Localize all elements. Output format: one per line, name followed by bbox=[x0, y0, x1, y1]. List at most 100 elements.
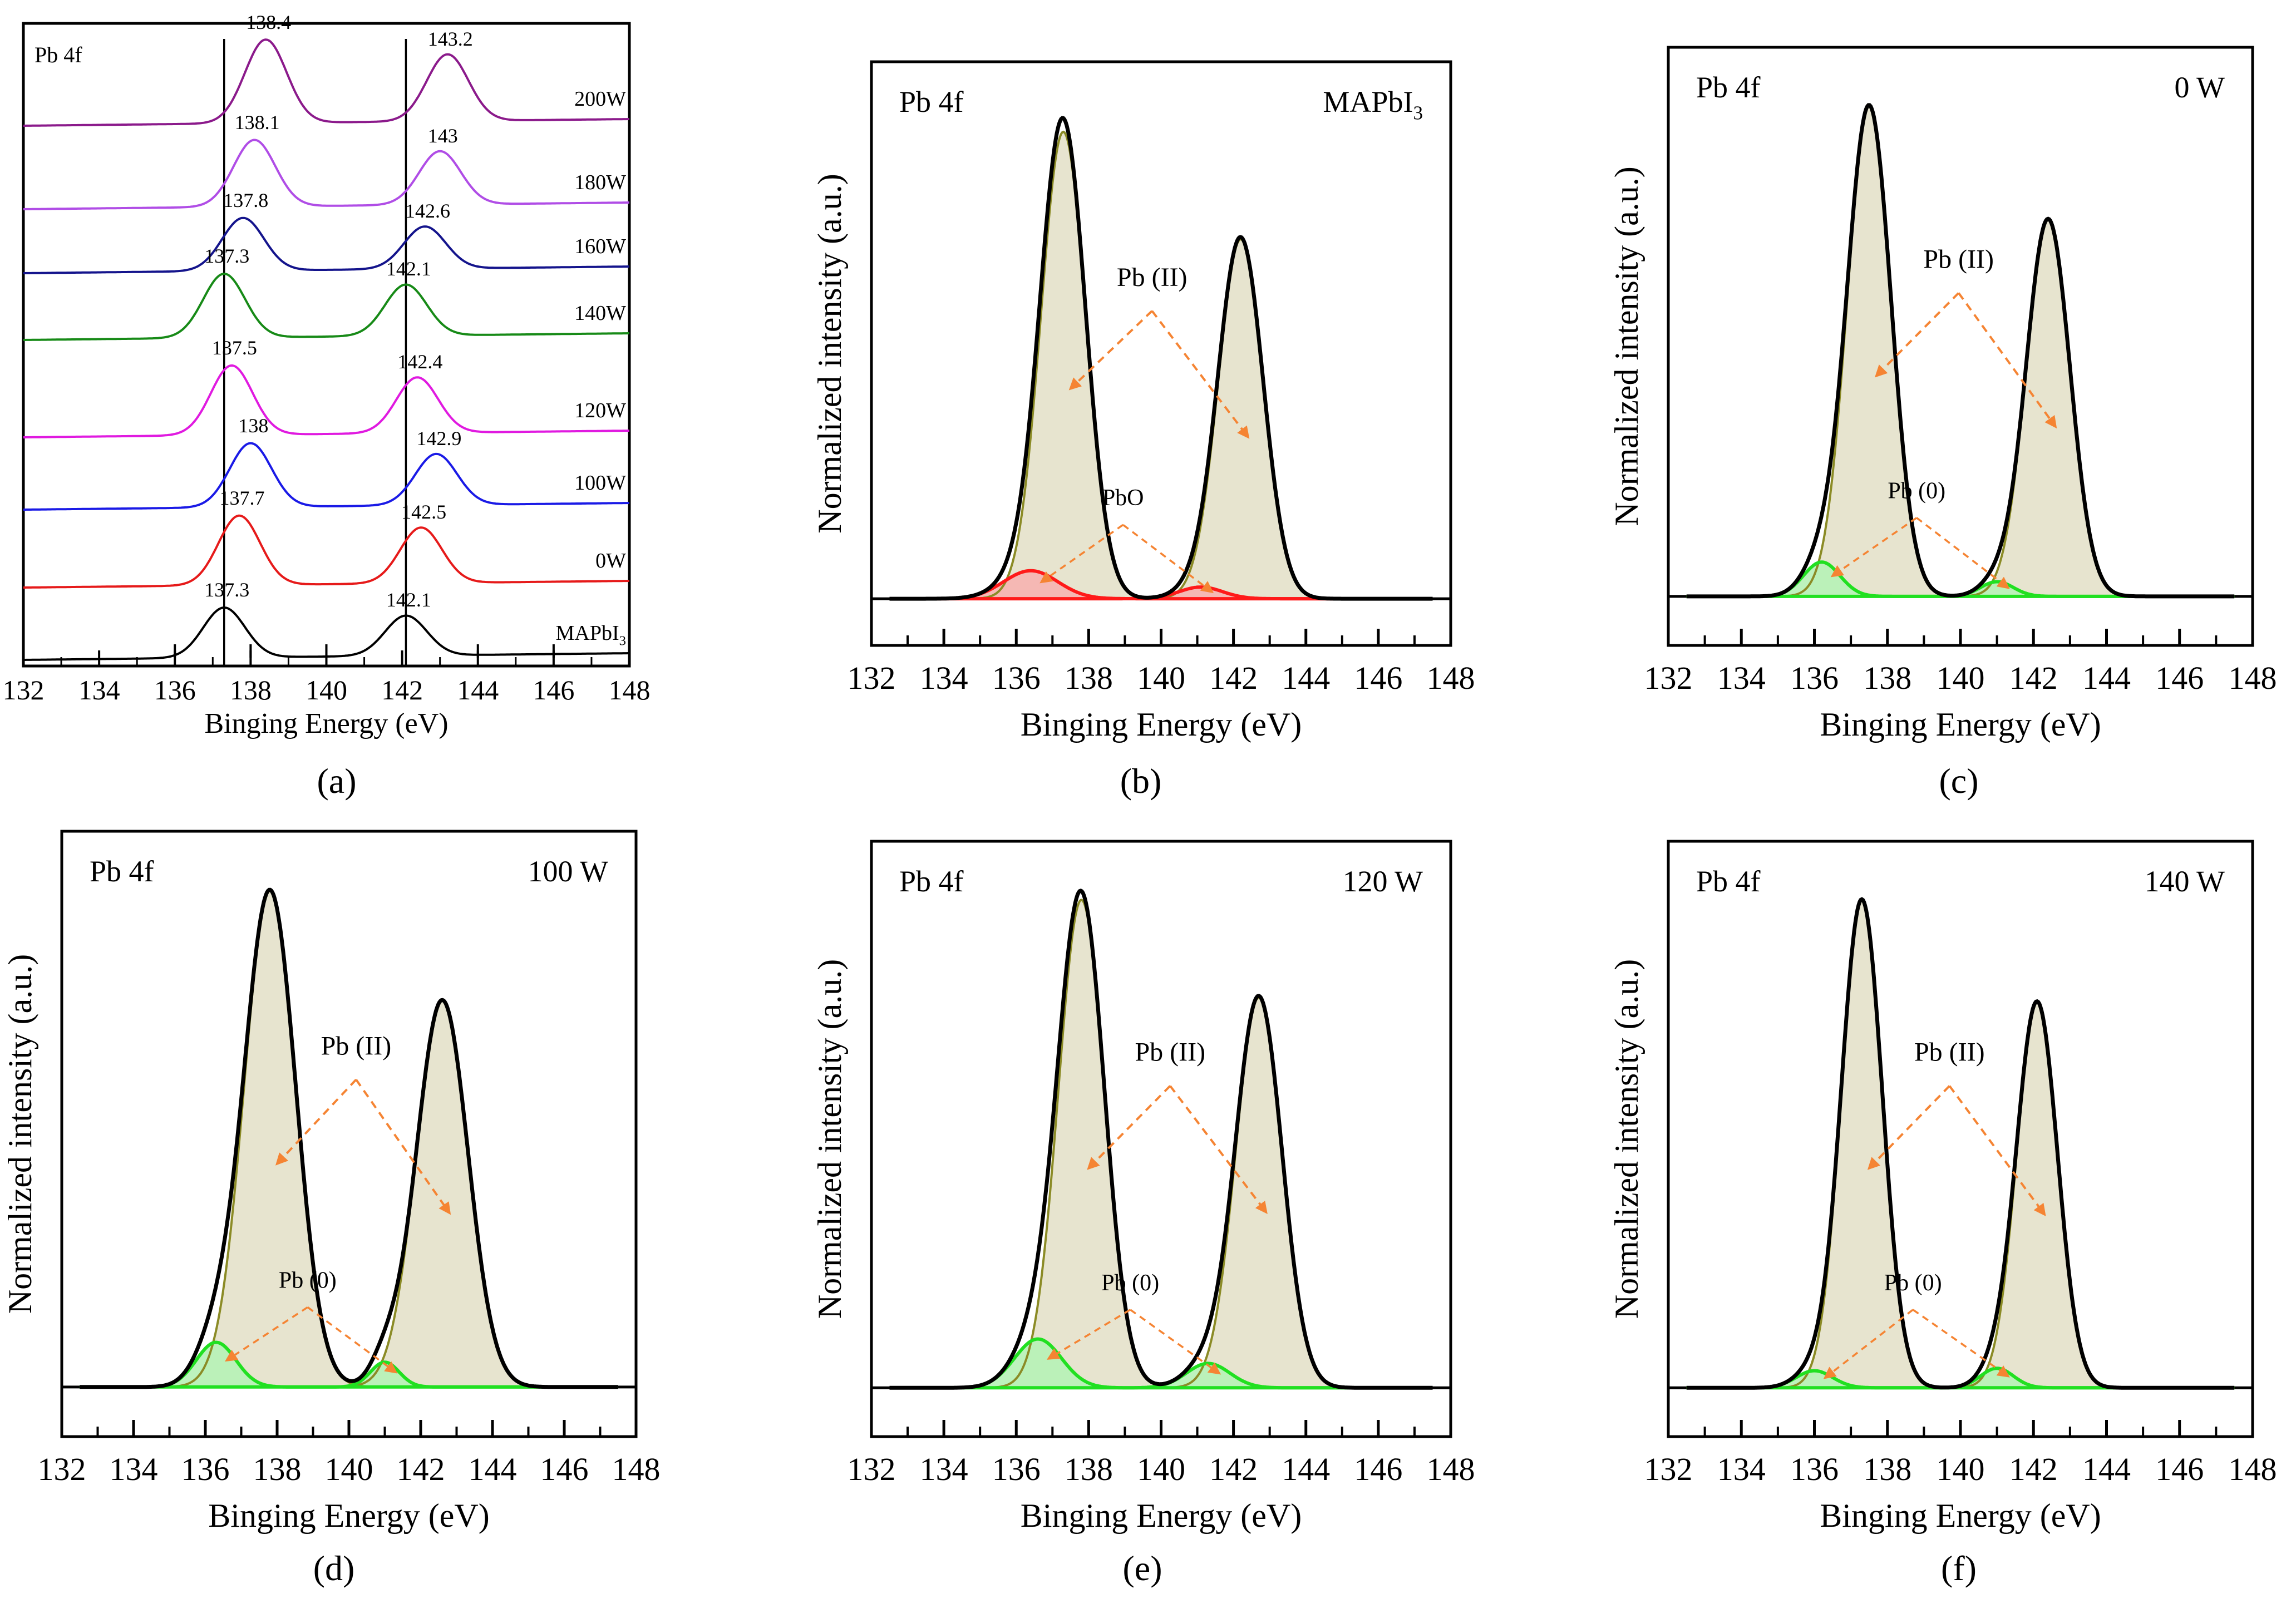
sample-label: 0 W bbox=[2175, 71, 2225, 104]
series-label-140W: 140W bbox=[574, 302, 626, 325]
series-label-100W: 100W bbox=[574, 471, 626, 495]
x-axis-label: Binging Energy (eV) bbox=[1021, 706, 1302, 743]
peak-label: 143 bbox=[428, 125, 458, 147]
peak-label: 142.9 bbox=[416, 427, 461, 450]
x-tick-label: 140 bbox=[1937, 1451, 1985, 1487]
x-tick-label: 146 bbox=[2155, 660, 2204, 696]
minor-label: Pb (0) bbox=[1888, 478, 1945, 504]
x-tick-label: 144 bbox=[2082, 660, 2131, 696]
panel-b: 132 134 136 138 140 142 144 146 148 Binging Energ… bbox=[811, 60, 1475, 801]
pb2-component bbox=[1686, 105, 2235, 598]
x-tick-label: 136 bbox=[992, 1451, 1041, 1487]
minor-arrow bbox=[1916, 517, 2010, 589]
y-axis-label: Normalized intensity (a.u.) bbox=[1608, 959, 1645, 1319]
sample-label: 120 W bbox=[1343, 865, 1423, 898]
panel-e: 132 134 136 138 140 142 144 146 148 Binging Energ… bbox=[811, 840, 1475, 1588]
x-tick-label: 132 bbox=[848, 1451, 896, 1487]
peak-label: 138.4 bbox=[246, 11, 291, 33]
pb2-label: Pb (II) bbox=[321, 1031, 392, 1060]
x-tick-label: 144 bbox=[2082, 1451, 2131, 1487]
x-tick-label: 144 bbox=[1282, 660, 1330, 696]
x-axis-label: Binging Energy (eV) bbox=[204, 708, 448, 739]
pb2-arrow bbox=[355, 1079, 451, 1215]
x-tick-label: 138 bbox=[1863, 660, 1911, 696]
envelope-fit bbox=[889, 116, 1433, 601]
panel-caption: (d) bbox=[313, 1548, 355, 1588]
x-tick-label: 136 bbox=[154, 674, 196, 706]
sample-label: 100 W bbox=[528, 855, 609, 888]
trace-140W bbox=[23, 273, 629, 341]
peak-label: 142.1 bbox=[386, 258, 431, 280]
pb2-label: Pb (II) bbox=[1923, 245, 1994, 274]
y-axis-label: Normalized intensity (a.u.) bbox=[811, 174, 848, 533]
minor-arrow bbox=[1130, 1309, 1221, 1375]
sample-label: 140 W bbox=[2145, 865, 2225, 898]
x-tick-label: 148 bbox=[2229, 660, 2277, 696]
x-tick-label: 140 bbox=[1137, 1451, 1185, 1487]
pb2-arrow bbox=[1874, 292, 1960, 378]
plot-frame bbox=[60, 830, 638, 1438]
panel-d: 132 134 136 138 140 142 144 146 148 Binging Energ… bbox=[2, 830, 661, 1588]
plot-frame bbox=[870, 840, 1452, 1438]
minor-fill bbox=[1686, 562, 2235, 596]
x-tick-label: 134 bbox=[1717, 1451, 1766, 1487]
x-tick-label: 138 bbox=[1863, 1451, 1911, 1487]
panel-caption: (c) bbox=[1939, 761, 1978, 801]
pb2-label: Pb (II) bbox=[1117, 263, 1188, 292]
pb2-label: Pb (II) bbox=[1914, 1038, 1985, 1067]
peak-label: 137.7 bbox=[219, 487, 264, 509]
minor-label: PbO bbox=[1102, 485, 1144, 511]
x-tick-label: 134 bbox=[110, 1451, 158, 1487]
series-label-0W: 0W bbox=[595, 549, 626, 573]
y-axis-label: Normalized intensity (a.u.) bbox=[811, 959, 848, 1319]
x-tick-label: 142 bbox=[2009, 1451, 2058, 1487]
x-tick-label: 136 bbox=[1790, 1451, 1839, 1487]
pb2-component bbox=[1686, 218, 2235, 598]
x-tick-label: 142 bbox=[1209, 660, 1258, 696]
envelope-fit bbox=[1686, 897, 2235, 1390]
x-tick-label: 132 bbox=[1644, 1451, 1693, 1487]
x-tick-label: 148 bbox=[1427, 1451, 1475, 1487]
panel-caption: (e) bbox=[1122, 1548, 1162, 1588]
x-axis-label: Binging Energy (eV) bbox=[1021, 1497, 1302, 1534]
panel-caption: (f) bbox=[1941, 1548, 1977, 1588]
x-tick-label: 134 bbox=[1717, 660, 1766, 696]
pb2-component bbox=[80, 890, 618, 1388]
envelope-fit bbox=[889, 888, 1433, 1390]
minor-arrow bbox=[1039, 524, 1124, 584]
trace-180W bbox=[23, 139, 629, 210]
pb2-component bbox=[889, 130, 1433, 600]
minor-arrow bbox=[1047, 1309, 1131, 1360]
x-tick-label: 146 bbox=[1354, 660, 1402, 696]
pb2-arrow bbox=[1087, 1085, 1171, 1170]
series-label-MAPbI3: MAPbI3 bbox=[556, 621, 626, 649]
peak-label: 137.8 bbox=[223, 189, 268, 211]
trace-160W bbox=[23, 216, 629, 274]
minor-fill bbox=[889, 570, 1433, 599]
envelope-fit bbox=[80, 887, 618, 1389]
y-axis-label: Normalized intensity (a.u.) bbox=[1608, 166, 1645, 526]
plot-frame bbox=[1667, 840, 2254, 1438]
x-tick-label: 136 bbox=[181, 1451, 230, 1487]
x-tick-label: 148 bbox=[1427, 660, 1475, 696]
panel-f: 132 134 136 138 140 142 144 146 148 Binging Energ… bbox=[1608, 840, 2277, 1588]
x-tick-label: 132 bbox=[38, 1451, 86, 1487]
peak-label: 138 bbox=[238, 415, 268, 437]
peak-label: 137.3 bbox=[204, 245, 249, 267]
minor-component bbox=[889, 1337, 1433, 1390]
plot-frame bbox=[870, 60, 1452, 647]
x-tick-label: 134 bbox=[78, 674, 120, 706]
peak-label: 138.1 bbox=[235, 111, 280, 134]
x-tick-label: 132 bbox=[848, 660, 896, 696]
x-tick-label: 146 bbox=[533, 674, 574, 706]
x-tick-label: 132 bbox=[1644, 660, 1693, 696]
trace-100W bbox=[23, 442, 629, 511]
trace-0W bbox=[23, 514, 629, 589]
minor-fill bbox=[889, 1339, 1433, 1388]
x-tick-label: 140 bbox=[306, 674, 347, 706]
peak-label: 142.6 bbox=[405, 200, 450, 222]
panel-caption: (b) bbox=[1120, 761, 1162, 801]
pb2-fill bbox=[889, 900, 1433, 1388]
pb2-fill bbox=[1686, 900, 2235, 1388]
minor-label: Pb (0) bbox=[279, 1267, 337, 1293]
